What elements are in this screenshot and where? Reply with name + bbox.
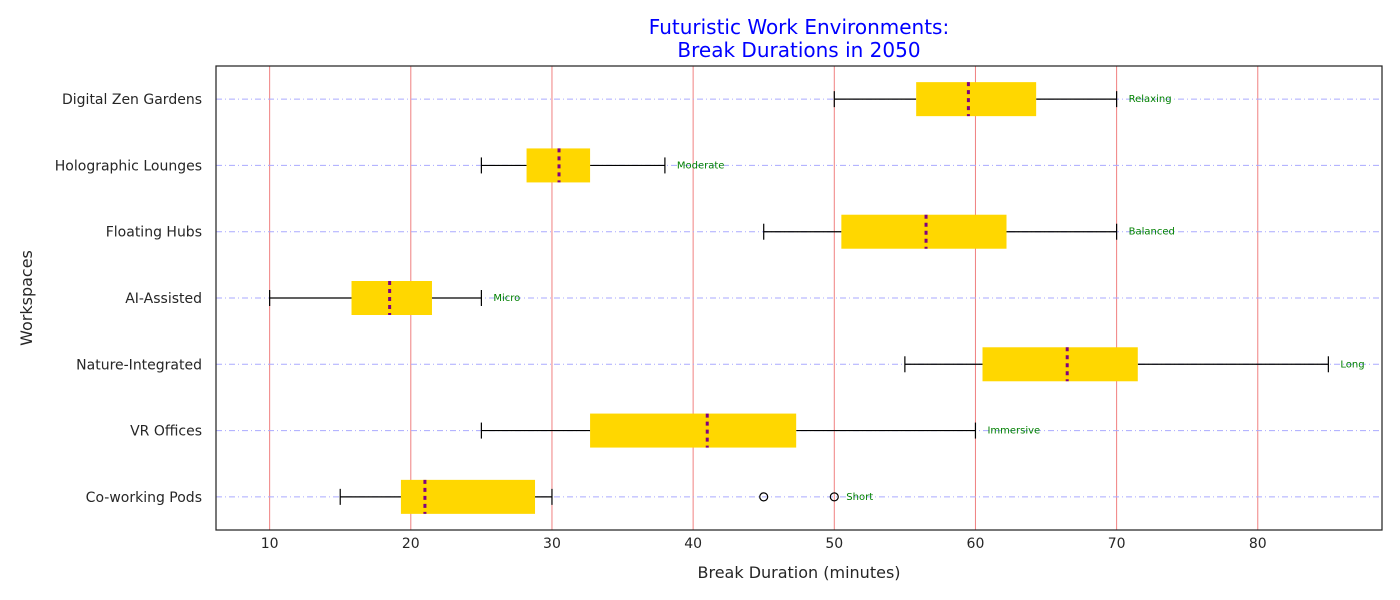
box-group: Balanced bbox=[763, 214, 1175, 249]
outlier-point bbox=[759, 492, 769, 502]
box-iqr bbox=[590, 413, 797, 448]
box-iqr bbox=[916, 82, 1037, 117]
box-group: Moderate bbox=[480, 148, 725, 183]
y-tick-label: Co-working Pods bbox=[86, 490, 202, 506]
box-annotation: Long bbox=[1340, 359, 1364, 370]
box-iqr bbox=[841, 214, 1007, 249]
box-iqr bbox=[400, 479, 536, 514]
box-iqr bbox=[982, 347, 1138, 382]
y-tick-label: Nature-Integrated bbox=[76, 357, 202, 373]
box-group: Relaxing bbox=[833, 82, 1172, 117]
plot-frame bbox=[215, 65, 1383, 531]
box-annotation: Immersive bbox=[987, 426, 1040, 437]
box-group: Long bbox=[904, 347, 1365, 382]
box-annotation: Micro bbox=[493, 293, 520, 304]
x-tick-label: 60 bbox=[967, 536, 985, 552]
box-group: Micro bbox=[269, 281, 520, 315]
y-tick-label: Digital Zen Gardens bbox=[62, 92, 202, 108]
box-annotation: Moderate bbox=[677, 160, 725, 171]
x-tick-label: 20 bbox=[402, 536, 420, 552]
box-group: Short bbox=[339, 479, 873, 514]
y-tick-label: Floating Hubs bbox=[106, 225, 202, 241]
tick-layer: 10 20 30 40 50 60 70 80 Co-working Pods VR Office… bbox=[55, 92, 1267, 552]
x-tick-label: 10 bbox=[261, 536, 279, 552]
x-tick-label: 70 bbox=[1108, 536, 1126, 552]
x-tick-label: 40 bbox=[684, 536, 702, 552]
box-layer: Short Immersive Long Micro Balanced Moderate R… bbox=[269, 82, 1365, 514]
box-annotation: Relaxing bbox=[1129, 94, 1172, 105]
y-axis-label: Workspaces bbox=[17, 250, 36, 346]
x-axis-label: Break Duration (minutes) bbox=[697, 563, 900, 582]
y-tick-label: VR Offices bbox=[130, 424, 202, 440]
box-iqr bbox=[351, 281, 432, 315]
chart-title-line-1: Futuristic Work Environments: bbox=[649, 15, 949, 39]
box-annotation: Short bbox=[846, 492, 873, 503]
x-tick-label: 50 bbox=[825, 536, 843, 552]
box-annotation: Balanced bbox=[1129, 227, 1175, 238]
x-tick-label: 80 bbox=[1249, 536, 1267, 552]
box-group: Immersive bbox=[480, 413, 1040, 448]
chart-title-line-2: Break Durations in 2050 bbox=[677, 38, 920, 62]
y-tick-label: AI-Assisted bbox=[125, 291, 202, 307]
x-tick-label: 30 bbox=[543, 536, 561, 552]
y-tick-label: Holographic Lounges bbox=[55, 158, 202, 174]
outlier-point bbox=[829, 492, 839, 502]
